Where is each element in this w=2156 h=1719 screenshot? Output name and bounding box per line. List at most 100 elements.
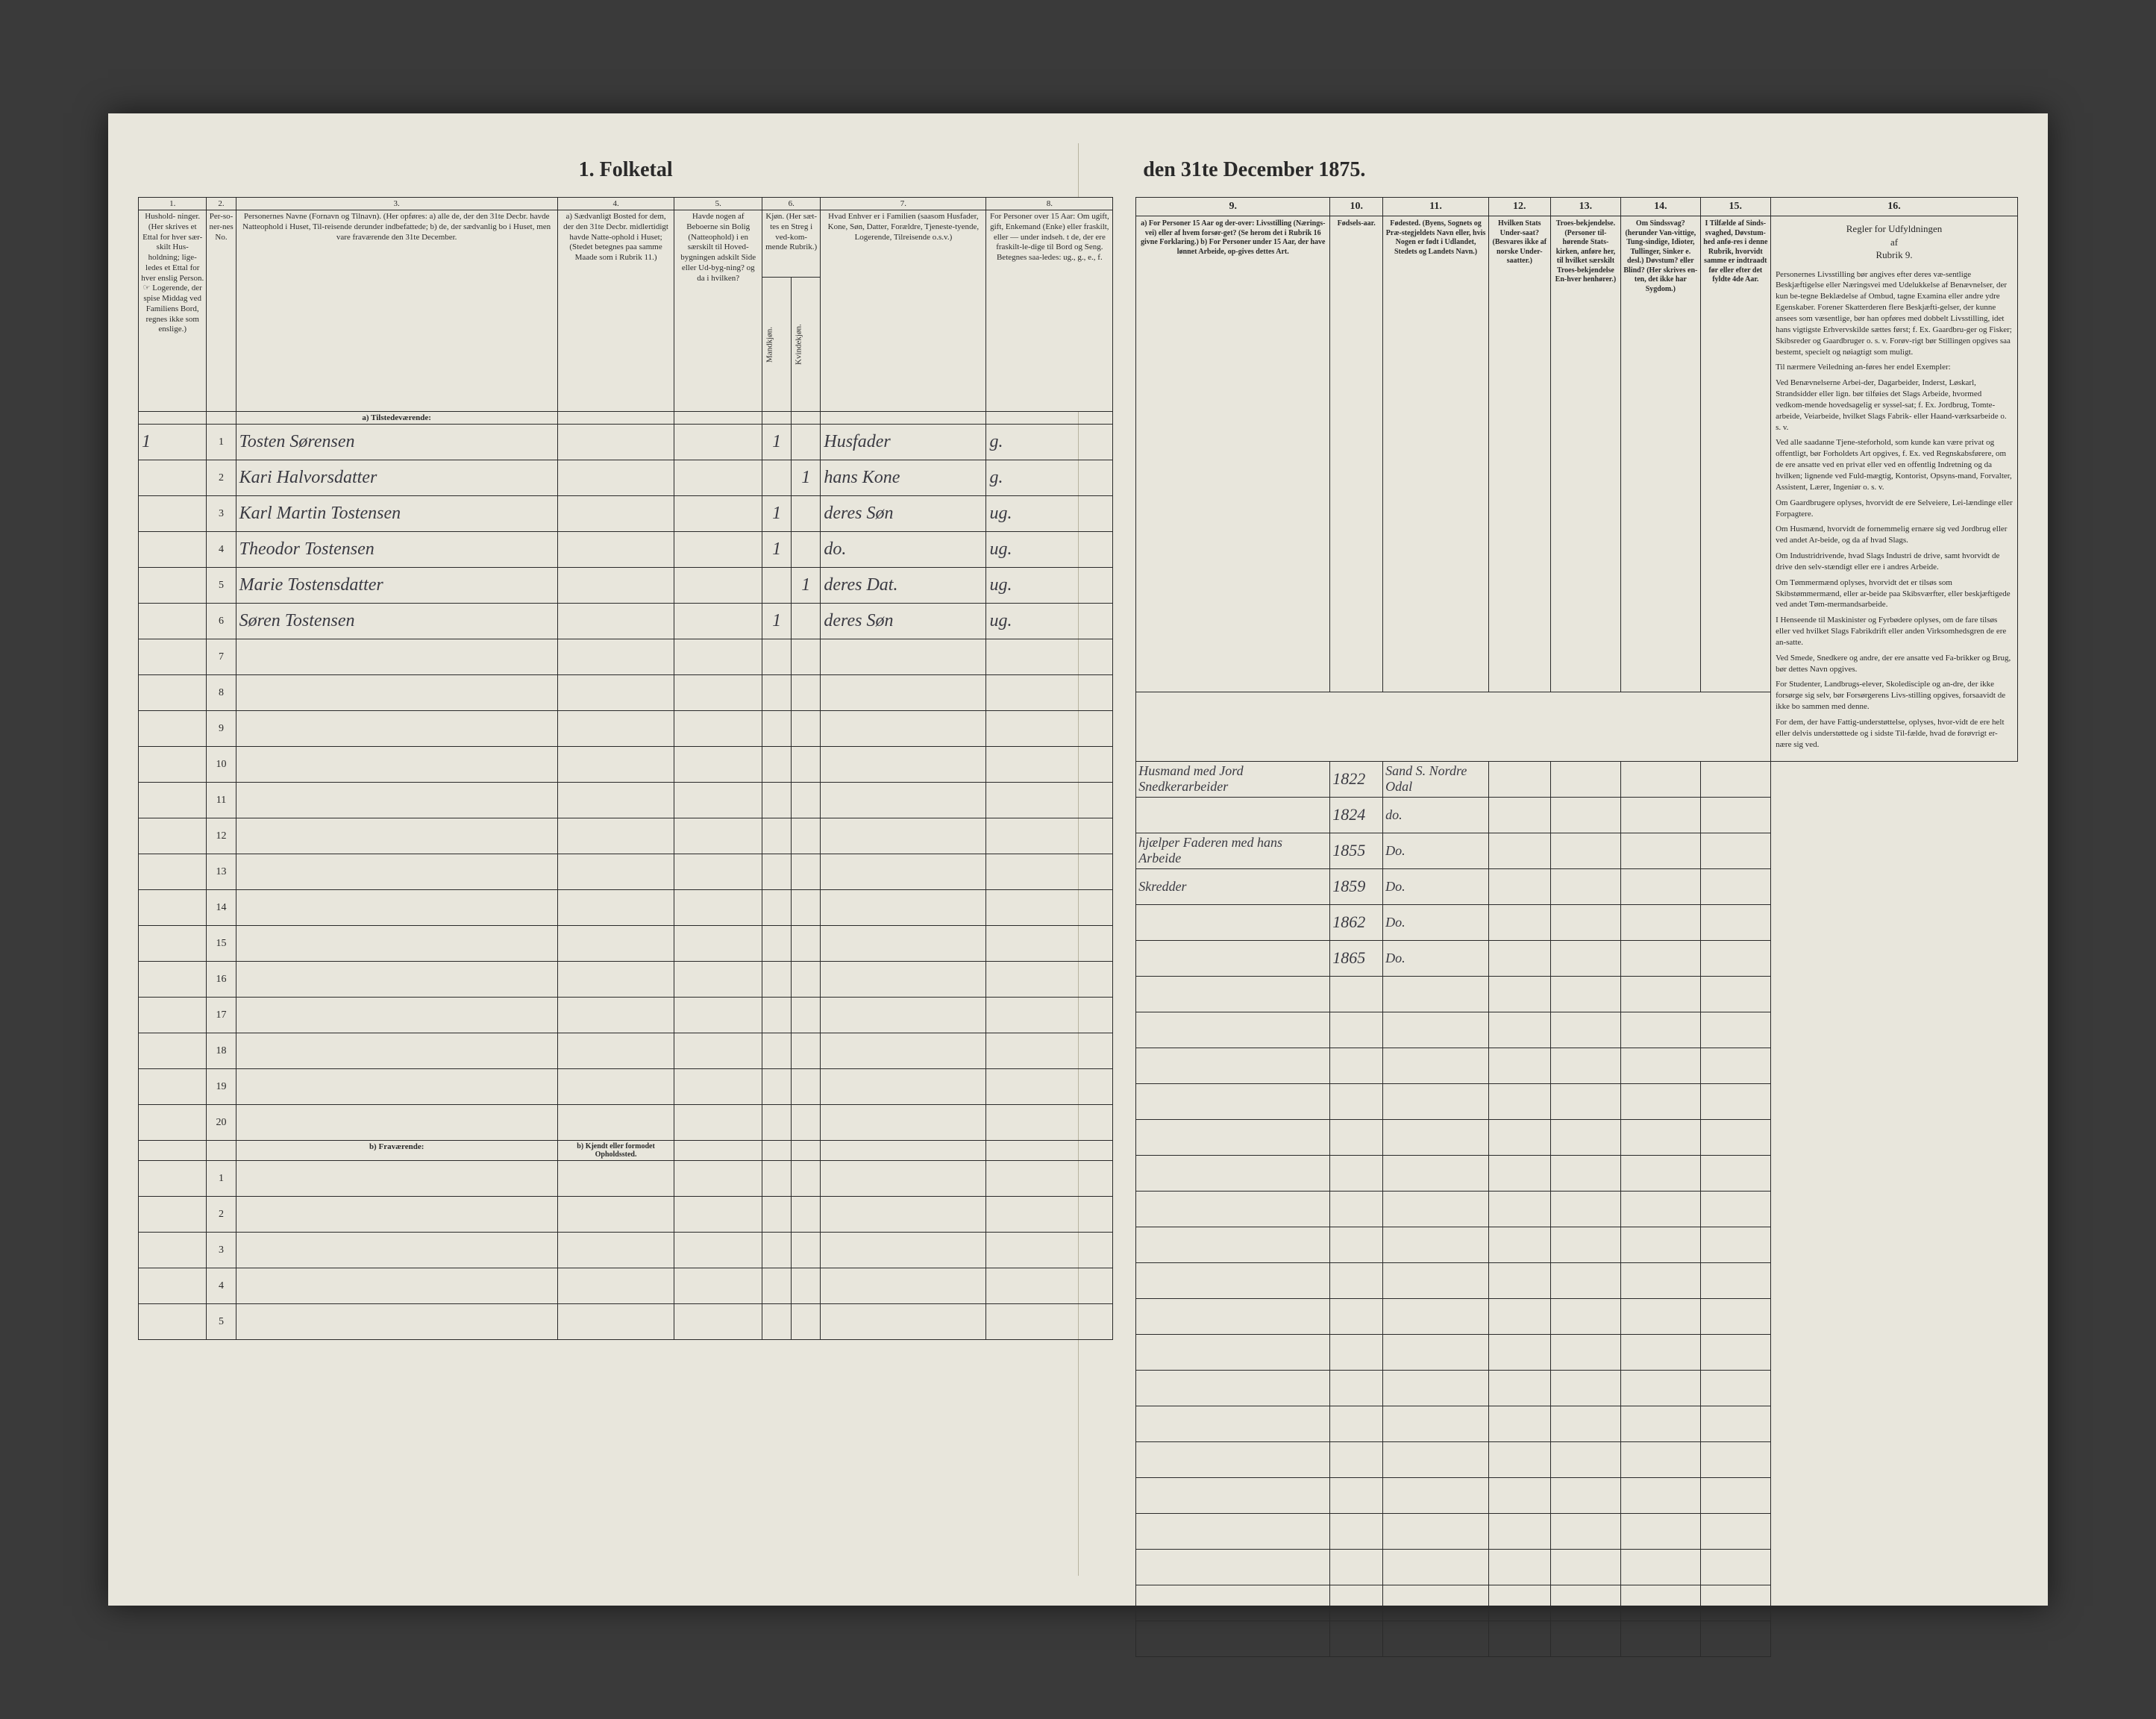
cell-c13 — [1550, 797, 1621, 833]
cell-c10: 1824 — [1330, 797, 1383, 833]
table-row-empty — [1136, 1191, 2018, 1227]
rules-paragraph: Til nærmere Veiledning an-føres her ende… — [1776, 362, 2013, 373]
table-row: 6Søren Tostensen1deres Sønug. — [139, 604, 1113, 639]
table-row-empty — [1136, 1477, 2018, 1513]
r-colnum-11: 11. — [1383, 198, 1489, 216]
cell-c5 — [674, 604, 762, 639]
cell-mk: 1 — [762, 532, 792, 568]
cell-c15 — [1700, 833, 1771, 868]
colnum-1: 1. — [139, 198, 207, 210]
table-row-empty: 16 — [139, 962, 1113, 998]
cell-c5 — [674, 425, 762, 460]
table-row-empty — [1136, 1227, 2018, 1262]
cell-name: Tosten Sørensen — [236, 425, 557, 460]
table-row: Skredder1859Do. — [1136, 868, 2018, 904]
cell-c13 — [1550, 833, 1621, 868]
cell-c13 — [1550, 904, 1621, 940]
cell-mk: 1 — [762, 425, 792, 460]
right-page: den 31te December 1875. 9. 10. 11. 12. 1… — [1121, 158, 2018, 1576]
table-row-empty: 14 — [139, 890, 1113, 926]
cell-mk: 1 — [762, 604, 792, 639]
cell-c13 — [1550, 940, 1621, 976]
header-c7: Hvad Enhver er i Familien (saasom Husfad… — [821, 210, 986, 412]
rules-paragraph: Om Gaardbrugere oplyses, hvorvidt de ere… — [1776, 498, 2013, 520]
cell-rel: hans Kone — [821, 460, 986, 496]
table-row-empty: 13 — [139, 854, 1113, 890]
cell-c14 — [1621, 904, 1700, 940]
header-c4: a) Sædvanligt Bosted for dem, der den 31… — [557, 210, 674, 412]
cell-c11: Sand S. Nordre Odal — [1383, 761, 1489, 797]
cell-c4 — [557, 604, 674, 639]
cell-no: 5 — [207, 568, 236, 604]
cell-c11: Do. — [1383, 940, 1489, 976]
cell-c12 — [1488, 797, 1550, 833]
col-number-row: 1. 2. 3. 4. 5. 6. 7. 8. — [139, 198, 1113, 210]
table-row: 1824do. — [1136, 797, 2018, 833]
cell-no: 1 — [207, 425, 236, 460]
col-header-row-r: a) For Personer 15 Aar og der-over: Livs… — [1136, 216, 2018, 692]
r-header-c12: Hvilken Stats Under-saat? (Besvares ikke… — [1488, 216, 1550, 692]
table-row-empty: 19 — [139, 1069, 1113, 1105]
table-row: 1862Do. — [1136, 904, 2018, 940]
table-row-empty — [1136, 1048, 2018, 1083]
cell-c12 — [1488, 761, 1550, 797]
cell-hh — [139, 604, 207, 639]
cell-c10: 1865 — [1330, 940, 1383, 976]
r-header-c15: I Tilfælde af Sinds-svaghed, Døvstum-hed… — [1700, 216, 1771, 692]
cell-kk — [792, 604, 821, 639]
rules-title: Regler for Udfyldningen af Rubrik 9. — [1776, 222, 2013, 262]
header-c8: For Personer over 15 Aar: Om ugift, gift… — [986, 210, 1113, 412]
table-row: 4Theodor Tostensen1do.ug. — [139, 532, 1113, 568]
r-colnum-13: 13. — [1550, 198, 1621, 216]
colnum-7: 7. — [821, 198, 986, 210]
table-row-empty — [1136, 1334, 2018, 1370]
cell-rel: do. — [821, 532, 986, 568]
cell-civ: ug. — [986, 496, 1113, 532]
table-row: Husmand med Jord Snedkerarbeider1822Sand… — [1136, 761, 2018, 797]
cell-hh — [139, 568, 207, 604]
rules-paragraph: Ved alle saadanne Tjene-steforhold, som … — [1776, 437, 2013, 492]
header-c1: Hushold- ninger. (Her skrives et Ettal f… — [139, 210, 207, 412]
header-c6: Kjøn. (Her sæt-tes en Streg i ved-kom-me… — [762, 210, 821, 278]
table-row-empty: 4 — [139, 1268, 1113, 1304]
cell-rel: deres Dat. — [821, 568, 986, 604]
cell-c15 — [1700, 940, 1771, 976]
cell-c12 — [1488, 940, 1550, 976]
table-row-empty — [1136, 1262, 2018, 1298]
table-row-empty — [1136, 1585, 2018, 1621]
r-header-c13: Troes-bekjendelse. (Personer til-hørende… — [1550, 216, 1621, 692]
cell-c5 — [674, 568, 762, 604]
cell-civ: ug. — [986, 568, 1113, 604]
cell-c4 — [557, 460, 674, 496]
table-row: hjælper Faderen med hans Arbeide1855Do. — [1136, 833, 2018, 868]
cell-c14 — [1621, 797, 1700, 833]
cell-c12 — [1488, 868, 1550, 904]
table-row-empty: 7 — [139, 639, 1113, 675]
table-row-empty: 2 — [139, 1197, 1113, 1233]
cell-kk: 1 — [792, 568, 821, 604]
cell-c15 — [1700, 904, 1771, 940]
cell-c11: Do. — [1383, 904, 1489, 940]
colnum-8: 8. — [986, 198, 1113, 210]
table-row-empty: 1 — [139, 1161, 1113, 1197]
rules-paragraph: Ved Benævnelserne Arbei-der, Dagarbeider… — [1776, 378, 2013, 433]
cell-mk: 1 — [762, 496, 792, 532]
table-row: 11Tosten Sørensen1Husfaderg. — [139, 425, 1113, 460]
header-c3: Personernes Navne (Fornavn og Tilnavn). … — [236, 210, 557, 412]
cell-c5 — [674, 532, 762, 568]
section-b-label: b) Fraværende: — [236, 1141, 557, 1161]
table-row-empty — [1136, 1441, 2018, 1477]
rules-paragraph: Ved Smede, Snedkere og andre, der ere an… — [1776, 653, 2013, 675]
table-row-empty — [1136, 1012, 2018, 1048]
cell-c9 — [1136, 904, 1330, 940]
table-row-empty — [1136, 1119, 2018, 1155]
table-row-empty — [1136, 1155, 2018, 1191]
rules-paragraph: Om Tømmermænd oplyses, hvorvidt det er t… — [1776, 577, 2013, 611]
r-colnum-16: 16. — [1771, 198, 2018, 216]
cell-civ: ug. — [986, 532, 1113, 568]
cell-hh — [139, 460, 207, 496]
cell-c4 — [557, 425, 674, 460]
cell-kk — [792, 425, 821, 460]
r-header-c10: Fødsels-aar. — [1330, 216, 1383, 692]
r-header-c9: a) For Personer 15 Aar og der-over: Livs… — [1136, 216, 1330, 692]
